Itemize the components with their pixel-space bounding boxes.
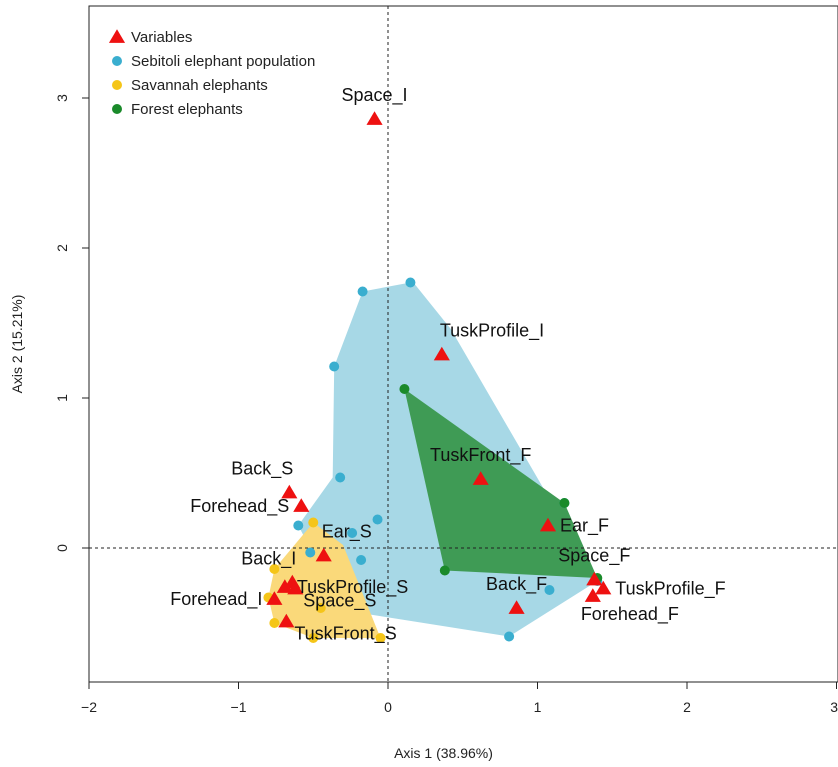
variable-label-forehead-s: Forehead_S [190, 496, 289, 517]
legend-marker-forest-elephants [112, 104, 122, 114]
legend-label-forest-elephants: Forest elephants [131, 101, 243, 118]
point-savannah-elephants [269, 564, 280, 574]
variable-marker-ear-s [315, 547, 332, 562]
y-tick-label: 1 [54, 394, 70, 402]
variable-label-back-s: Back_S [231, 459, 293, 480]
variable-marker-tuskfront-f [472, 471, 489, 485]
variable-label-ear-s: Ear_S [322, 522, 372, 543]
variable-marker-back-f [508, 600, 525, 614]
plot-frame [88, 5, 838, 683]
x-tick-label: −1 [231, 699, 247, 715]
x-tick-label: −2 [81, 699, 97, 715]
y-tick-label: 0 [54, 544, 70, 552]
legend-marker-variables [108, 29, 126, 43]
variable-label-back-i: Back_I [241, 549, 296, 570]
point-sebitoli-elephant-population [329, 361, 340, 372]
point-sebitoli-elephant-population [504, 631, 515, 642]
hull-savannah-elephants [268, 522, 381, 638]
point-forest-elephants [399, 384, 410, 394]
variable-label-space-f: Space_F [558, 546, 630, 567]
point-sebitoli-elephant-population [293, 520, 304, 531]
variable-markers [266, 111, 612, 628]
x-axis-title: Axis 1 (38.96%) [394, 745, 493, 761]
variable-label-tuskprofile-s: TuskProfile_S [297, 577, 408, 598]
point-savannah-elephants [315, 603, 326, 613]
point-sebitoli-elephant-population [305, 547, 316, 558]
point-sebitoli-elephant-population [335, 472, 346, 483]
variable-marker-tuskfront-s [278, 613, 295, 628]
variable-marker-forehead-s [293, 498, 310, 512]
legend-label-sebitoli-elephant-population: Sebitoli elephant population [131, 53, 315, 70]
reference-lines [89, 6, 838, 682]
variable-label-tuskprofile-i: TuskProfile_I [440, 321, 544, 342]
variable-label-tuskfront-s: TuskFront_S [294, 624, 396, 645]
variable-label-forehead-f: Forehead_F [581, 604, 679, 625]
point-savannah-elephants [308, 517, 319, 528]
point-sebitoli-elephant-population [357, 286, 368, 297]
x-tick-label: 1 [534, 699, 542, 715]
legend: Variables Sebitoli elephant population Sav… [108, 29, 315, 118]
point-forest-elephants [559, 498, 570, 508]
point-sebitoli-elephant-population [405, 277, 416, 288]
variable-marker-tuskprofile-i [433, 346, 450, 361]
variable-label-space-s: Space_S [303, 591, 376, 612]
variable-label-space-i: Space_I [342, 85, 408, 106]
point-sebitoli-elephant-population [544, 585, 555, 595]
axes: −2 −1 0 1 2 3 0 1 2 3 Axis 1 (38.96%) Axis 2 (15.21… [9, 94, 838, 761]
point-sebitoli-elephant-population [372, 514, 383, 525]
variable-marker-ear-f [539, 517, 557, 532]
variable-marker-space-f [586, 571, 603, 586]
variable-label-tuskfront-f: TuskFront_F [430, 445, 531, 466]
x-tick-label: 0 [384, 699, 392, 715]
x-tick-label: 2 [683, 699, 691, 715]
variable-marker-forehead-f [584, 588, 601, 602]
variable-label-tuskprofile-f: TuskProfile_F [615, 579, 725, 600]
variable-marker-tuskprofile-s [276, 579, 293, 593]
point-savannah-elephants [269, 618, 280, 628]
variable-marker-back-s [281, 484, 298, 499]
variable-marker-tuskprofile-f [595, 580, 612, 595]
variable-marker-space-i [366, 111, 383, 125]
legend-label-variables: Variables [131, 29, 192, 46]
variable-marker-forehead-i [266, 591, 283, 605]
variable-label-forehead-i: Forehead_I [170, 589, 262, 610]
point-savannah-elephants [375, 633, 386, 643]
point-sebitoli-elephant-population [347, 528, 358, 538]
y-axis-title: Axis 2 (15.21%) [9, 295, 25, 394]
legend-marker-sebitoli-elephant-population [112, 56, 122, 66]
legend-label-savannah-elephants: Savannah elephants [131, 77, 268, 94]
x-tick-label: 3 [830, 699, 838, 715]
variable-labels: Space_I TuskProfile_I TuskFront_F Ear_F Spac… [170, 85, 725, 645]
legend-marker-savannah-elephants [112, 80, 122, 90]
variable-marker-space-s [287, 580, 304, 595]
point-sebitoli-elephant-population [356, 555, 367, 565]
point-savannah-elephants [308, 633, 319, 643]
y-tick-label: 3 [54, 94, 70, 102]
variable-label-ear-f: Ear_F [560, 516, 609, 537]
point-forest-elephants [439, 565, 450, 576]
variable-label-back-f: Back_F [486, 574, 547, 595]
y-tick-label: 2 [54, 244, 70, 252]
